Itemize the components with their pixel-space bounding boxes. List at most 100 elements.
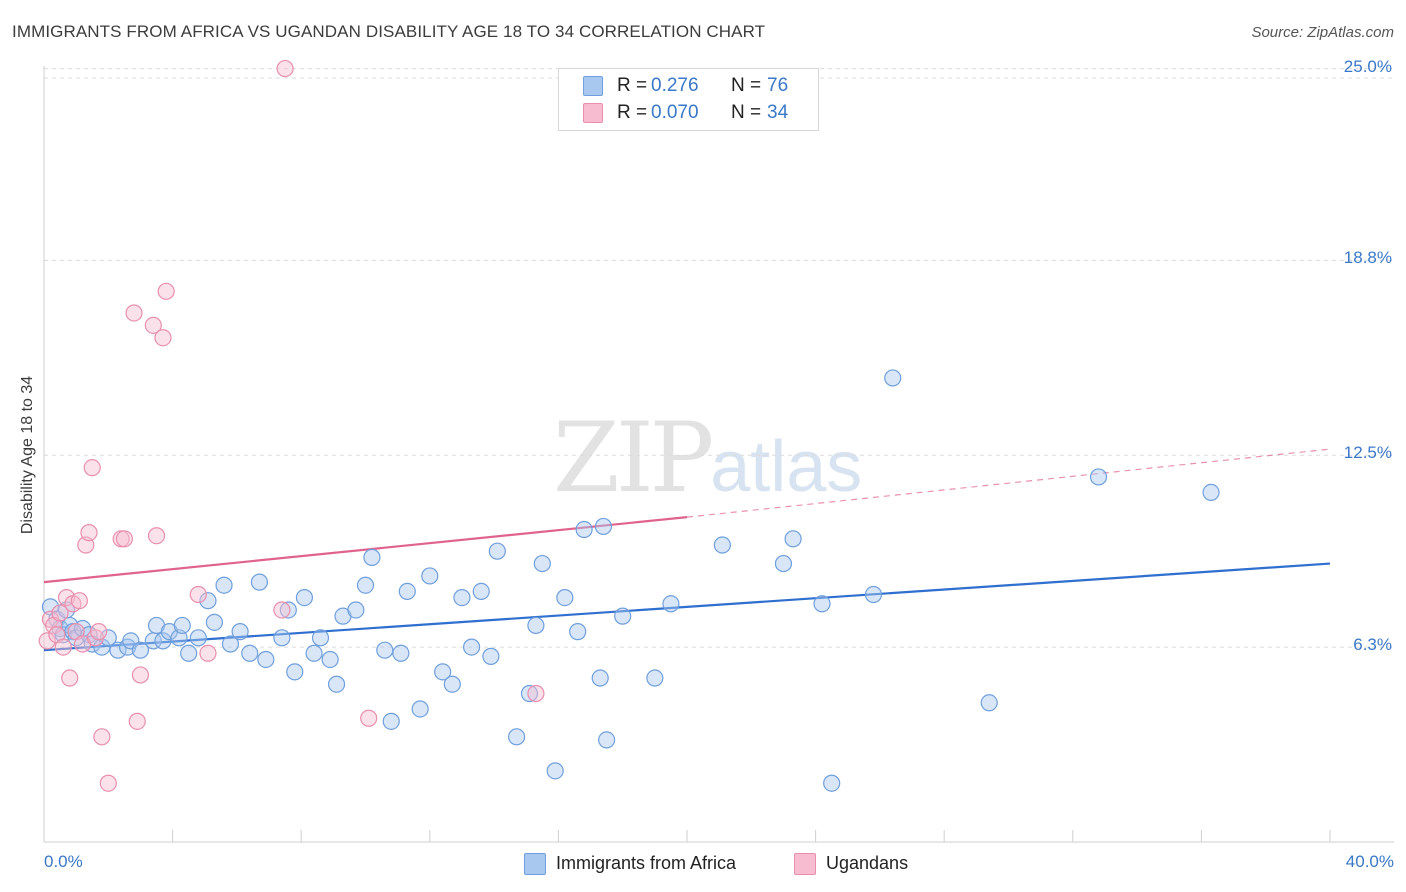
point-africa: [569, 623, 587, 641]
point-ugandans: [83, 459, 101, 477]
y-tick-label: 6.3%: [1353, 635, 1392, 655]
point-africa: [305, 644, 323, 662]
point-ugandans: [51, 604, 69, 622]
legend-n-key: N =: [731, 102, 762, 123]
point-africa: [598, 731, 616, 749]
point-africa: [215, 576, 233, 594]
watermark-zip: ZIP: [553, 402, 714, 514]
point-africa: [462, 638, 481, 656]
legend-r-value: 0.276: [651, 75, 699, 96]
legend-swatch-ugandans: [794, 853, 816, 875]
point-africa: [392, 644, 410, 662]
trend-line-ugandans-extension: [686, 448, 1331, 518]
point-africa: [662, 595, 680, 613]
trend-line-africa: [43, 562, 1331, 652]
point-africa: [205, 613, 223, 631]
point-ugandans: [99, 774, 117, 792]
point-africa: [154, 632, 172, 650]
point-ugandans: [125, 304, 143, 322]
x-tick-label: 40.0%: [1345, 852, 1394, 871]
point-africa: [421, 567, 439, 585]
point-ugandans: [54, 638, 72, 656]
point-africa: [594, 517, 613, 536]
legend-r-key: R =: [617, 102, 648, 123]
point-africa: [823, 774, 841, 792]
point-africa: [482, 647, 500, 665]
point-ugandans: [80, 524, 98, 542]
legend-n-value: 76: [767, 75, 789, 96]
point-africa: [884, 369, 902, 387]
legend-n-value: 34: [767, 102, 789, 123]
point-africa: [273, 629, 291, 647]
legend-r-value: 0.070: [651, 102, 699, 123]
point-ugandans: [199, 644, 217, 662]
point-africa: [411, 700, 429, 718]
point-africa: [1202, 483, 1220, 502]
point-africa: [508, 728, 526, 746]
point-africa: [99, 629, 117, 647]
point-africa: [199, 592, 217, 610]
point-ugandans: [360, 709, 378, 727]
point-africa: [980, 694, 998, 712]
point-ugandans: [189, 585, 207, 604]
point-africa: [376, 641, 394, 659]
legend-label-africa: Immigrants from Africa: [556, 853, 737, 873]
point-africa: [279, 601, 297, 619]
series-legend: Immigrants from Africa Ugandans: [0, 852, 1406, 876]
point-africa: [591, 669, 609, 687]
point-africa: [488, 542, 506, 560]
point-africa: [614, 607, 632, 625]
x-tick-label: 0.0%: [44, 852, 83, 871]
point-africa: [813, 595, 831, 613]
y-tick-label: 12.5%: [1343, 443, 1392, 463]
legend-r-key: R =: [617, 75, 648, 96]
point-africa: [556, 588, 574, 607]
point-ugandans: [144, 316, 162, 334]
point-africa: [398, 582, 416, 601]
point-africa: [520, 684, 539, 703]
point-ugandans: [131, 666, 150, 684]
legend-n-key: N =: [731, 75, 762, 96]
source-label: Source: ZipAtlas.com: [1251, 24, 1394, 41]
point-africa: [189, 629, 207, 647]
point-africa: [472, 582, 490, 601]
point-ugandans: [90, 623, 108, 641]
chart-title: IMMIGRANTS FROM AFRICA VS UGANDAN DISABI…: [12, 22, 766, 41]
point-africa: [1089, 468, 1108, 486]
point-africa: [67, 629, 85, 647]
point-africa: [864, 585, 883, 604]
legend-swatch-africa: [524, 853, 546, 875]
trend-lines: [43, 448, 1331, 652]
watermark-atlas: atlas: [710, 427, 863, 507]
point-africa: [453, 588, 471, 607]
point-ugandans: [128, 712, 146, 730]
point-ugandans: [57, 588, 76, 607]
point-africa: [533, 554, 551, 573]
point-africa: [131, 641, 150, 659]
point-ugandans: [527, 684, 545, 703]
point-africa: [784, 530, 802, 548]
legend-swatch-africa: [583, 76, 603, 96]
point-ugandans: [61, 669, 79, 687]
point-ugandans: [70, 592, 88, 610]
point-africa: [575, 520, 593, 539]
legend-label-ugandans: Ugandans: [826, 853, 909, 873]
point-africa: [311, 629, 330, 647]
point-africa: [327, 675, 346, 693]
point-africa: [382, 712, 400, 730]
watermark: ZIPatlas: [553, 402, 862, 514]
point-ugandans: [157, 282, 175, 300]
point-africa: [546, 762, 564, 780]
point-africa: [221, 635, 240, 653]
data-points: [38, 59, 1220, 792]
point-ugandans: [147, 527, 166, 545]
legend-swatch-ugandans: [583, 103, 603, 123]
point-africa: [774, 554, 793, 573]
point-africa: [434, 663, 452, 681]
point-ugandans: [276, 59, 294, 78]
y-tick-label: 25.0%: [1343, 56, 1392, 76]
point-africa: [527, 616, 545, 635]
point-africa: [257, 650, 275, 669]
point-africa: [443, 675, 461, 693]
